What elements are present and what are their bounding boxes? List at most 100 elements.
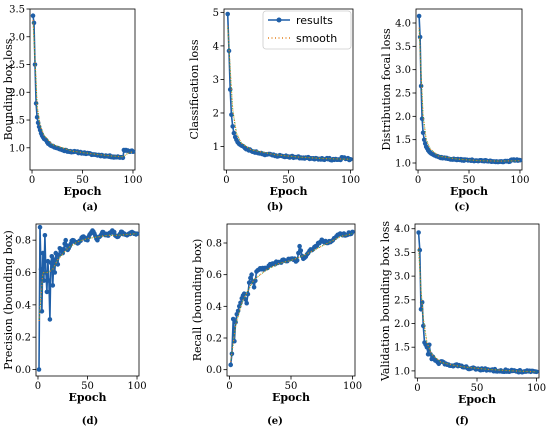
results-point — [52, 270, 58, 275]
results-point — [55, 262, 61, 267]
panel-caption: (d) — [82, 416, 98, 427]
x-tick-label: 0 — [415, 175, 421, 186]
results-point — [244, 300, 249, 306]
results-line — [32, 15, 134, 159]
results-point — [36, 367, 42, 372]
x-axis-label: Epoch — [450, 185, 488, 198]
x-tick-label: 100 — [527, 383, 546, 394]
smooth-line — [418, 27, 520, 162]
y-tick-label: 0.4 — [206, 302, 222, 313]
legend-smooth-label: smooth — [296, 32, 337, 45]
results-point — [231, 130, 237, 136]
panel-caption: (a) — [82, 202, 98, 213]
results-point — [420, 130, 426, 135]
results-point — [421, 137, 427, 142]
x-tick-label: 100 — [510, 175, 529, 186]
results-point — [228, 362, 233, 368]
results-point — [416, 230, 421, 235]
y-tick-label: 1.5 — [9, 116, 25, 127]
y-tick-label: 0.8 — [206, 239, 222, 250]
y-tick-label: 4 — [213, 41, 219, 52]
y-tick-label: 0.6 — [15, 268, 31, 279]
x-tick-label: 0 — [35, 381, 41, 392]
y-tick-label: 2.5 — [9, 60, 25, 71]
results-point — [50, 283, 56, 288]
panel-b: 0 50 100 1 2 3 4 5 Epoch Classification loss (b) re… — [188, 8, 360, 213]
smooth-line — [227, 25, 351, 160]
results-line — [418, 15, 521, 163]
y-tick-label: 1.0 — [394, 366, 410, 377]
results-point — [33, 101, 39, 106]
y-tick-label: 3.0 — [394, 272, 410, 283]
results-point — [54, 257, 60, 262]
x-axis-label: Epoch — [272, 391, 310, 404]
results-point — [517, 157, 523, 163]
x-tick-label: 100 — [123, 175, 142, 186]
y-axis-label: Precision (bounding box) — [2, 230, 15, 370]
y-tick-label: 1.5 — [395, 135, 411, 146]
y-tick-label: 0.2 — [206, 334, 222, 345]
results-point — [31, 20, 37, 26]
results-point — [60, 250, 65, 256]
x-tick-label: 50 — [81, 381, 94, 392]
x-tick-label: 0 — [414, 383, 420, 394]
x-tick-label: 0 — [223, 175, 229, 186]
panel-e: 0 50 100 0.0 0.2 0.4 0.6 0.8 Epoch Recall (boundi… — [191, 223, 362, 427]
panel-d: 0 50 100 0.0 0.2 0.4 0.6 0.8 Epoch Precision (bou… — [2, 223, 147, 427]
x-axis-label: Epoch — [458, 393, 496, 406]
x-tick-label: 100 — [343, 381, 362, 392]
results-point — [238, 300, 243, 306]
results-point — [297, 243, 302, 249]
y-tick-label: 4.0 — [394, 224, 410, 235]
x-tick-label: 50 — [76, 175, 89, 186]
results-point — [41, 278, 47, 283]
y-tick-label: 4.0 — [395, 19, 411, 30]
results-point — [229, 112, 234, 117]
y-tick-label: 5 — [213, 8, 219, 19]
y-tick-label: 3.0 — [9, 32, 25, 43]
results-point — [249, 272, 254, 278]
x-tick-label: 50 — [285, 381, 298, 392]
x-tick-label: 50 — [463, 175, 476, 186]
panel-c: 0 50 100 1.0 1.5 2.0 2.5 3.0 3.5 4.0 Epoch Distribu… — [380, 8, 530, 213]
y-tick-label: 1.5 — [394, 343, 410, 354]
x-axis-label: Epoch — [269, 185, 307, 198]
y-tick-label: 0.0 — [206, 365, 222, 376]
y-tick-label: 0.6 — [206, 270, 222, 281]
results-point — [30, 13, 36, 18]
panel-caption: (c) — [454, 202, 470, 213]
panel-f: 0 50 100 1.0 1.5 2.0 2.5 3.0 3.5 4.0 Epoch Validati… — [379, 221, 546, 427]
x-tick-label: 0 — [29, 175, 35, 186]
y-tick-label: 1 — [213, 142, 219, 153]
results-point — [233, 319, 238, 325]
y-tick-label: 3.0 — [395, 65, 411, 76]
y-axis-label: Classification loss — [188, 39, 201, 139]
results-point — [230, 124, 235, 129]
smooth-line-alt — [418, 27, 520, 162]
smooth-line-alt — [32, 20, 134, 158]
panel-caption: (f) — [455, 416, 469, 427]
results-point — [46, 278, 52, 283]
y-tick-label: 2 — [213, 108, 219, 119]
y-axis-label: Bounding box loss — [2, 38, 15, 140]
results-point — [232, 338, 237, 344]
y-tick-label: 3.5 — [9, 5, 25, 16]
x-tick-label: 100 — [127, 381, 146, 392]
results-point — [230, 316, 236, 322]
results-point — [294, 258, 300, 263]
results-point — [298, 248, 304, 253]
y-tick-label: 1.0 — [395, 159, 411, 170]
results-point — [35, 120, 41, 126]
results-point — [417, 34, 423, 40]
plot-frame — [415, 8, 523, 171]
panel-a: 0 50 100 1.0 1.5 2.0 2.5 3.0 3.5 Epoch Bounding bo… — [2, 5, 143, 214]
x-axis-label: Epoch — [68, 391, 106, 404]
y-tick-label: 0.8 — [15, 236, 31, 247]
y-axis-label: Distribution focal loss — [380, 28, 393, 151]
results-point — [427, 342, 432, 348]
results-point — [47, 317, 53, 322]
results-point — [63, 237, 68, 243]
smooth-line — [32, 20, 134, 158]
results-point — [38, 267, 44, 272]
smooth-line-alt — [230, 232, 353, 362]
